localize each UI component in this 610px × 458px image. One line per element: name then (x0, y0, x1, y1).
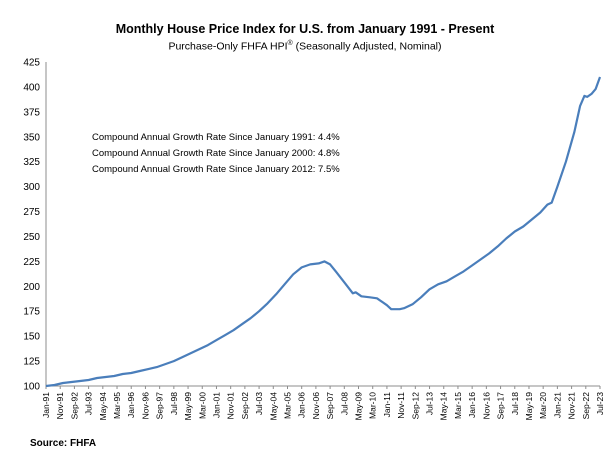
x-tick-label: Jan-11 (382, 392, 392, 418)
chart-title: Monthly House Price Index for U.S. from … (115, 22, 495, 36)
x-tick-label: Sep-92 (69, 392, 79, 420)
x-tick-label: Mar-95 (112, 392, 122, 419)
x-tick-label: May-09 (354, 392, 364, 421)
x-tick-label: Sep-02 (240, 392, 250, 420)
x-tick-label: May-94 (98, 392, 108, 421)
hpi-series-line (45, 76, 602, 388)
x-tick-label: May-14 (439, 392, 449, 421)
chart-subtitle: Purchase-Only FHFA HPI® (Seasonally Adju… (168, 40, 442, 53)
y-tick-label: 275 (23, 207, 40, 218)
x-tick-label: Mar-15 (453, 392, 463, 419)
annotation-cagr-1991: Compound Annual Growth Rate Since Januar… (92, 132, 340, 143)
x-tick-label: Sep-97 (155, 392, 165, 420)
x-tick-label: Nov-16 (481, 392, 491, 420)
x-tick-label: Jul-98 (169, 392, 179, 415)
y-tick-label: 200 (23, 282, 40, 293)
x-tick-label: Sep-12 (410, 392, 420, 420)
x-tick-label: Nov-21 (567, 392, 577, 420)
x-tick-label: Sep-07 (325, 392, 335, 420)
x-tick-label: Jul-08 (339, 392, 349, 415)
x-tick-label: Mar-05 (282, 392, 292, 419)
y-tick-label: 375 (23, 107, 40, 118)
x-tick-label: Nov-96 (140, 392, 150, 420)
plot-area (45, 76, 602, 388)
y-tick-label: 150 (23, 332, 40, 343)
x-tick-label: Jul-23 (595, 392, 605, 415)
y-axis: 100 125 150 175 200 225 250 275 300 325 350 375 400 4… (23, 58, 47, 393)
x-tick-label: Sep-17 (496, 392, 506, 420)
x-tick-label: Jul-13 (425, 392, 435, 415)
y-tick-label: 250 (23, 232, 40, 243)
x-tick-label: Jul-03 (254, 392, 264, 415)
x-tick-label: Jul-93 (84, 392, 94, 415)
x-tick-label: Nov-06 (311, 392, 321, 420)
y-tick-label: 325 (23, 157, 40, 168)
y-tick-label: 300 (23, 182, 40, 193)
x-tick-label: Mar-00 (197, 392, 207, 419)
y-tick-label: 175 (23, 307, 40, 318)
x-tick-label: Nov-11 (396, 392, 406, 419)
y-tick-label: 400 (23, 82, 40, 93)
x-tick-label: Nov-91 (55, 392, 65, 420)
annotation-cagr-2000: Compound Annual Growth Rate Since Januar… (92, 148, 340, 159)
x-tick-label: Mar-10 (368, 392, 378, 419)
x-tick-label: Nov-01 (226, 392, 236, 420)
x-axis: Jan-91 Nov-91 Sep-92 Jul-93 May-94 Mar-95 Jan-… (41, 385, 605, 421)
x-tick-label: May-19 (524, 392, 534, 421)
x-tick-label: Mar-20 (538, 392, 548, 419)
y-tick-label: 100 (23, 382, 40, 393)
x-tick-label: Jan-16 (467, 392, 477, 418)
x-tick-label: Jan-91 (41, 392, 51, 418)
x-tick-label: Sep-22 (581, 392, 591, 420)
source-note: Source: FHFA (30, 438, 97, 449)
y-tick-label: 125 (23, 357, 40, 368)
x-tick-label: Jul-18 (510, 392, 520, 415)
x-tick-label: May-04 (268, 392, 278, 421)
x-tick-label: Jan-01 (211, 392, 221, 418)
x-tick-label: Jan-96 (126, 392, 136, 418)
x-tick-label: Jan-06 (297, 392, 307, 418)
y-tick-label: 425 (23, 58, 40, 69)
x-tick-label: May-99 (183, 392, 193, 421)
x-tick-label: Jan-21 (552, 392, 562, 418)
y-tick-label: 350 (23, 132, 40, 143)
y-tick-label: 225 (23, 257, 40, 268)
annotation-cagr-2012: Compound Annual Growth Rate Since Januar… (92, 164, 340, 175)
